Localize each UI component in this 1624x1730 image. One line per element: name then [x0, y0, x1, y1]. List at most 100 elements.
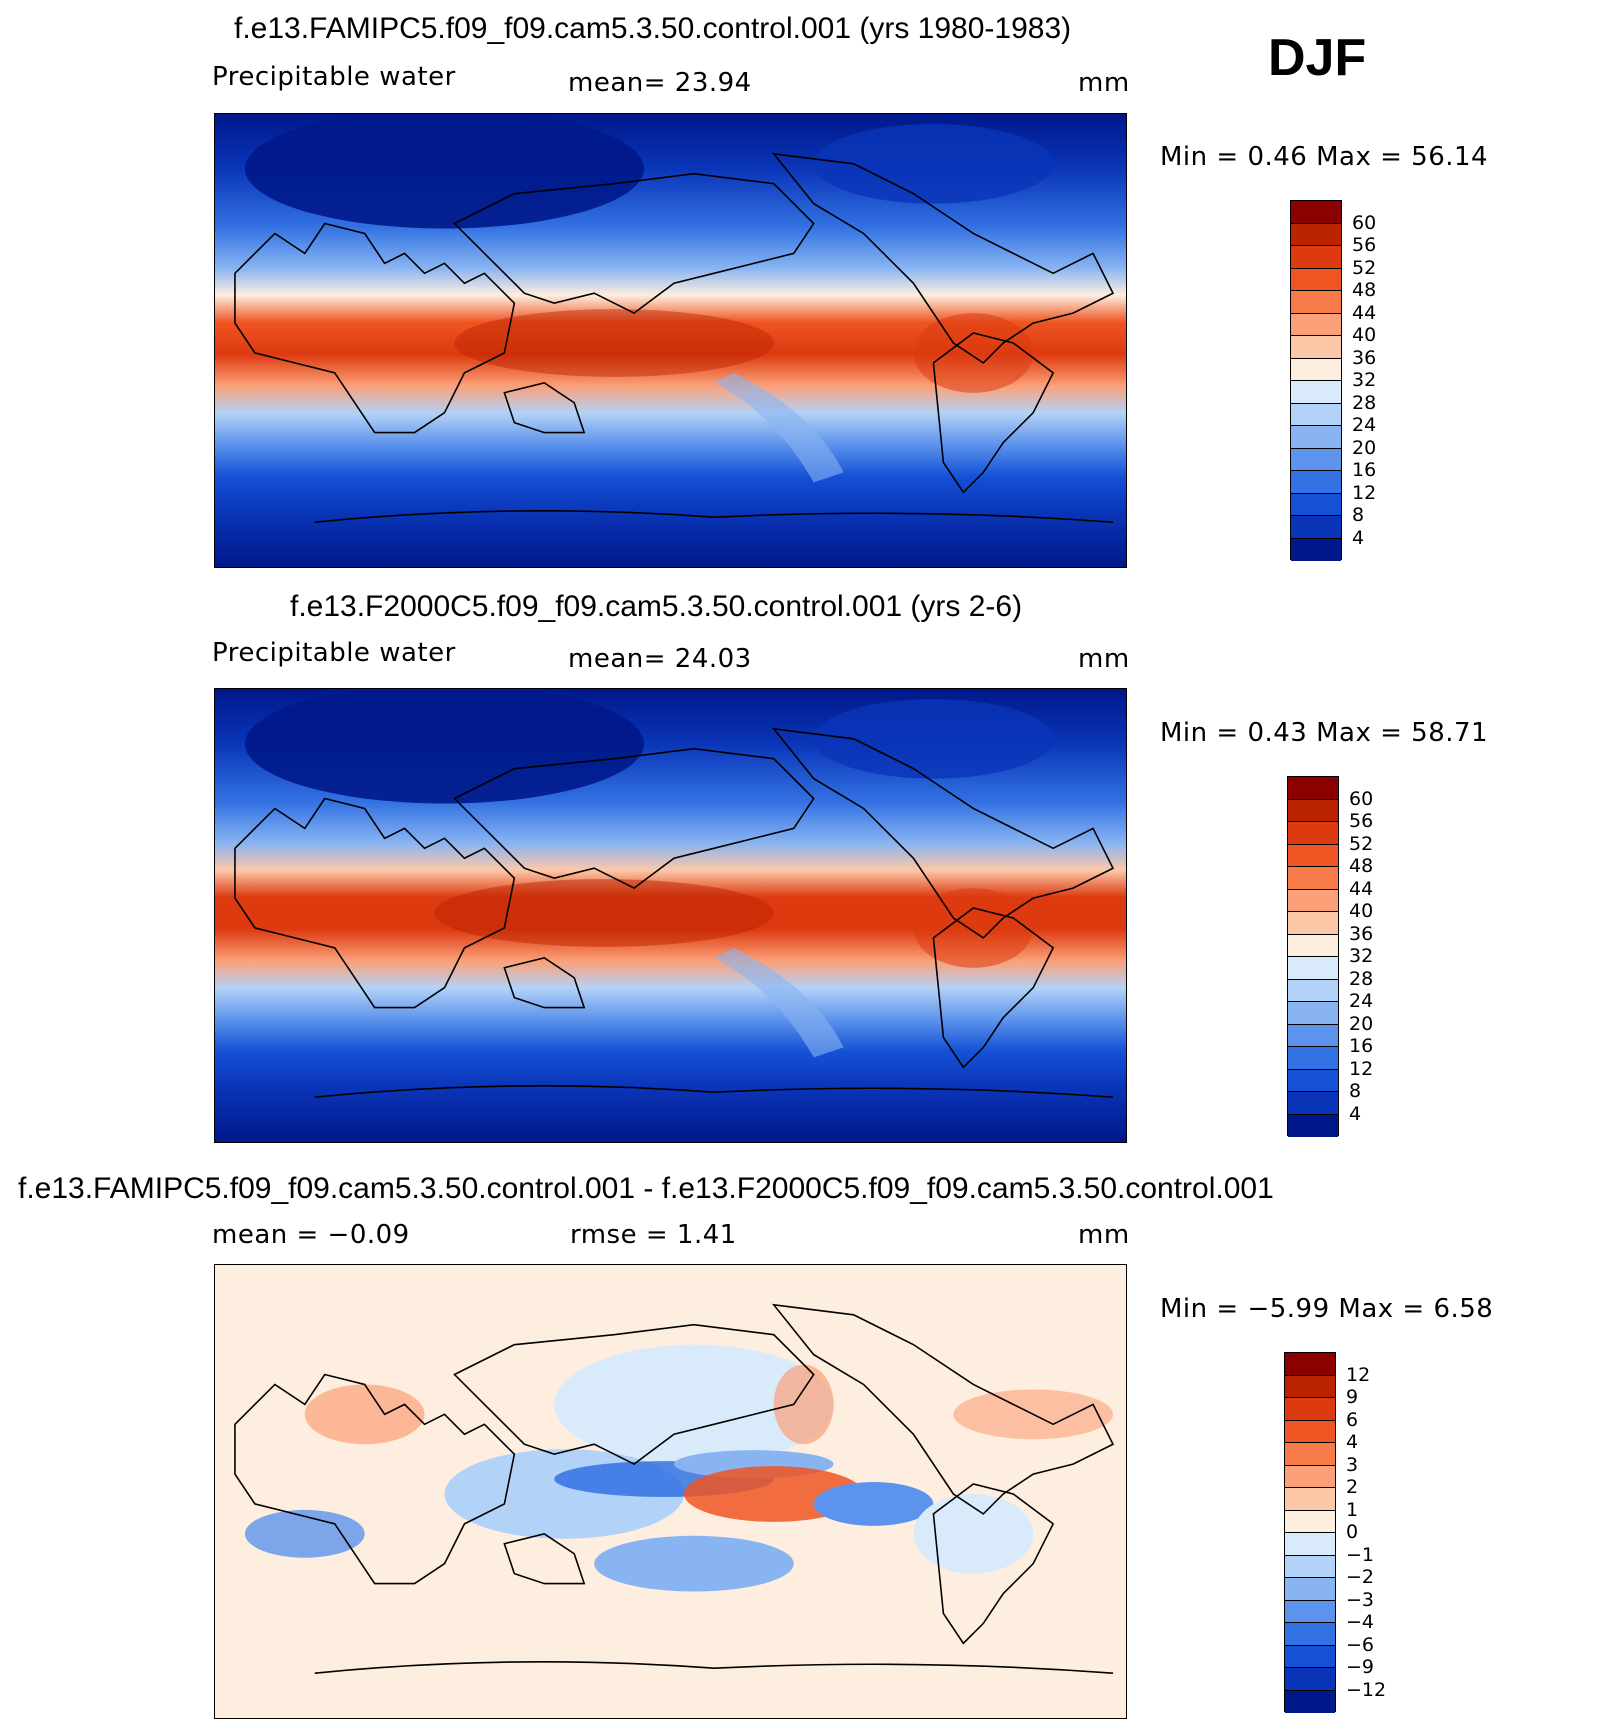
- panel-3-minmax: Min = −5.99 Max = 6.58: [1160, 1294, 1494, 1324]
- colorbar-swatch: [1291, 403, 1341, 426]
- colorbar-swatch: [1291, 291, 1341, 314]
- colorbar-label: 28: [1349, 967, 1374, 990]
- colorbar-swatch: [1285, 1375, 1335, 1398]
- colorbar-label: 0: [1346, 1521, 1359, 1543]
- colorbar-label: 4: [1352, 526, 1365, 549]
- panel-3-units: mm: [1078, 1220, 1130, 1250]
- colorbar-label: −12: [1346, 1678, 1387, 1701]
- colorbar-swatch: [1291, 246, 1341, 269]
- colorbar-label: −1: [1346, 1543, 1375, 1566]
- colorbar-swatch: [1288, 799, 1338, 822]
- colorbar-swatch: [1288, 822, 1338, 845]
- colorbar-swatch: [1291, 223, 1341, 246]
- colorbar-label: 24: [1349, 990, 1374, 1012]
- colorbar-swatch: [1291, 493, 1341, 516]
- panel-2-map: [214, 688, 1127, 1143]
- colorbar-label: 12: [1346, 1363, 1371, 1386]
- colorbar-label: 20: [1349, 1012, 1374, 1035]
- panel-1-mean: mean= 23.94: [568, 68, 752, 98]
- colorbar-swatch: [1285, 1690, 1335, 1713]
- colorbar-label: 60: [1349, 787, 1374, 810]
- colorbar-swatch: [1288, 957, 1338, 980]
- colorbar-label: 1: [1346, 1498, 1359, 1521]
- colorbar-label: 24: [1352, 414, 1377, 436]
- colorbar-label: 9: [1346, 1386, 1359, 1408]
- colorbar-label: 12: [1349, 1057, 1374, 1080]
- panel-3-rmse: rmse = 1.41: [570, 1220, 737, 1250]
- colorbar-label: −6: [1346, 1633, 1375, 1656]
- colorbar-label: 16: [1352, 459, 1377, 481]
- colorbar-label: 28: [1352, 391, 1377, 414]
- panel-2-map-field: [215, 689, 1126, 1142]
- panel-1-units: mm: [1078, 68, 1130, 98]
- panel-1-minmax: Min = 0.46 Max = 56.14: [1160, 142, 1489, 172]
- colorbar-swatch: [1285, 1555, 1335, 1578]
- colorbar-label: 2: [1346, 1476, 1359, 1498]
- season-label: DJF: [1268, 29, 1367, 87]
- colorbar-swatch: [1291, 381, 1341, 404]
- colorbar-swatch: [1288, 889, 1338, 912]
- colorbar-swatch: [1285, 1488, 1335, 1511]
- colorbar-label: 60: [1352, 211, 1377, 234]
- colorbar-swatch: [1288, 1092, 1338, 1115]
- colorbar-swatch: [1285, 1600, 1335, 1623]
- colorbar-label: 44: [1352, 301, 1377, 324]
- colorbar-swatch: [1291, 426, 1341, 449]
- colorbar-label: 12: [1352, 481, 1377, 504]
- colorbar-label: 52: [1349, 832, 1374, 855]
- colorbar-label: 40: [1349, 900, 1374, 922]
- colorbar-swatch: [1285, 1668, 1335, 1691]
- panel-2-minmax: Min = 0.43 Max = 58.71: [1160, 718, 1489, 748]
- panel-3-map-field: [215, 1265, 1126, 1718]
- panel-1-map-field: [215, 114, 1126, 567]
- colorbar-swatch: [1285, 1398, 1335, 1421]
- colorbar-swatch: [1288, 1069, 1338, 1092]
- colorbar-label: 56: [1352, 234, 1377, 256]
- panel-3-mean: mean = −0.09: [212, 1220, 410, 1250]
- colorbar-swatch: [1291, 516, 1341, 539]
- colorbar-swatch: [1288, 867, 1338, 890]
- panel-2-colorbar: [1287, 776, 1339, 1137]
- colorbar-swatch: [1291, 471, 1341, 494]
- colorbar-swatch: [1291, 201, 1341, 224]
- colorbar-label: 6: [1346, 1408, 1359, 1431]
- colorbar-label: 56: [1349, 810, 1374, 832]
- panel-2-variable: Precipitable water: [212, 638, 456, 668]
- colorbar-swatch: [1291, 538, 1341, 561]
- colorbar-label: −2: [1346, 1566, 1375, 1588]
- colorbar-label: 44: [1349, 877, 1374, 900]
- colorbar-swatch: [1291, 358, 1341, 381]
- panel-1-title: f.e13.FAMIPC5.f09_f09.cam5.3.50.control.…: [234, 12, 1072, 45]
- colorbar-swatch: [1285, 1353, 1335, 1376]
- colorbar-swatch: [1285, 1465, 1335, 1488]
- colorbar-label: 36: [1352, 346, 1377, 369]
- colorbar-swatch: [1285, 1510, 1335, 1533]
- colorbar-swatch: [1288, 777, 1338, 800]
- panel-3-map: [214, 1264, 1127, 1719]
- colorbar-label: 48: [1352, 279, 1377, 301]
- colorbar-swatch: [1291, 448, 1341, 471]
- colorbar-swatch: [1288, 979, 1338, 1002]
- colorbar-label: 40: [1352, 324, 1377, 346]
- colorbar-label: −9: [1346, 1656, 1375, 1678]
- colorbar-label: 3: [1346, 1453, 1359, 1476]
- colorbar-label: 20: [1352, 436, 1377, 459]
- colorbar-swatch: [1285, 1645, 1335, 1668]
- colorbar-swatch: [1285, 1533, 1335, 1556]
- panel-1-map: [214, 113, 1127, 568]
- colorbar-label: 8: [1352, 504, 1365, 526]
- colorbar-label: 36: [1349, 922, 1374, 945]
- colorbar-swatch: [1285, 1443, 1335, 1466]
- panel-2-units: mm: [1078, 644, 1130, 674]
- colorbar-swatch: [1288, 912, 1338, 935]
- colorbar-label: 32: [1349, 945, 1374, 967]
- colorbar-swatch: [1288, 1002, 1338, 1025]
- colorbar-label: 4: [1349, 1102, 1362, 1125]
- panel-3-colorbar: [1284, 1352, 1336, 1713]
- colorbar-label: 8: [1349, 1080, 1362, 1102]
- colorbar-label: −4: [1346, 1611, 1375, 1633]
- panel-3-title: f.e13.FAMIPC5.f09_f09.cam5.3.50.control.…: [18, 1172, 1274, 1205]
- colorbar-swatch: [1288, 1114, 1338, 1137]
- colorbar-label: 16: [1349, 1035, 1374, 1057]
- colorbar-swatch: [1285, 1578, 1335, 1601]
